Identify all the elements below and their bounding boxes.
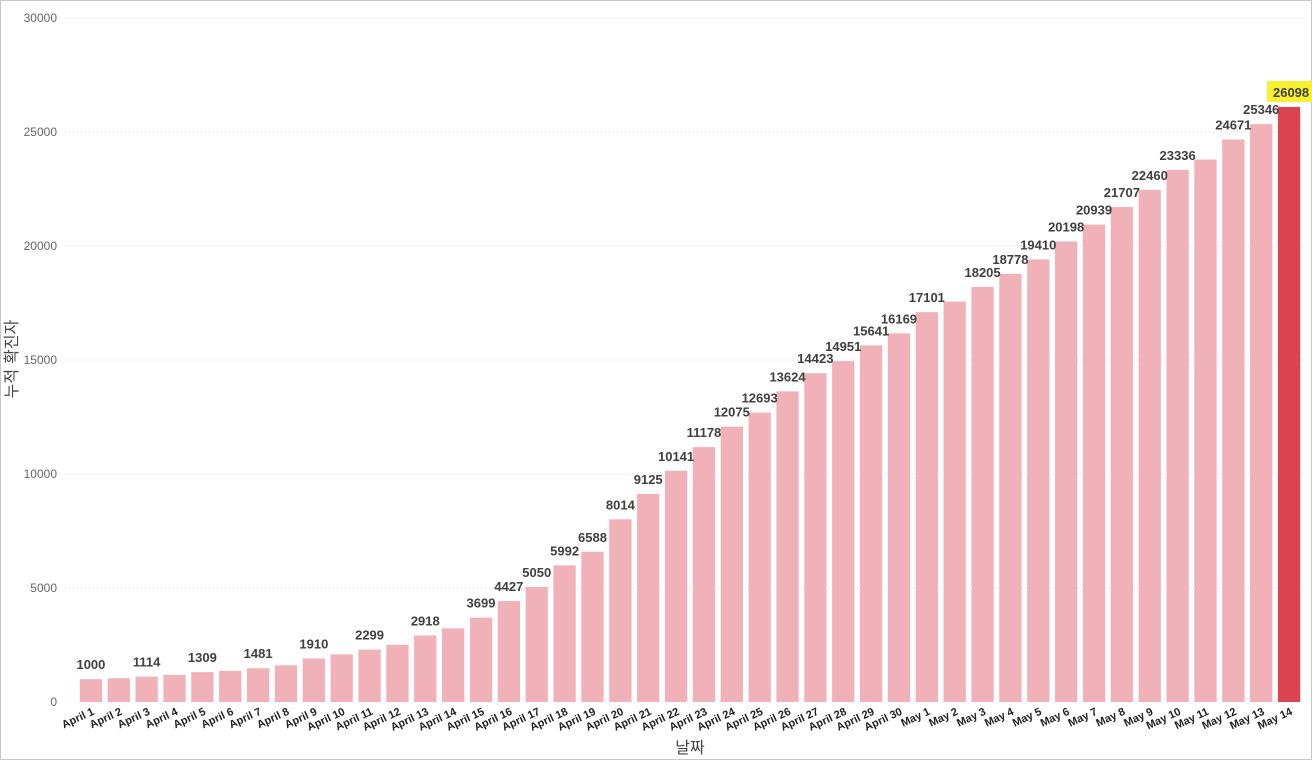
bar	[191, 672, 214, 702]
bar	[414, 635, 437, 702]
bar	[135, 676, 158, 702]
bar	[358, 649, 381, 702]
y-tick-label: 20000	[24, 239, 58, 253]
bar	[525, 586, 548, 702]
data-label: 19410	[1020, 237, 1056, 252]
bar	[302, 658, 325, 702]
highlight-label-background	[1267, 80, 1312, 102]
bar	[219, 670, 242, 702]
bar	[79, 679, 103, 702]
bar	[943, 301, 966, 702]
y-tick-label: 30000	[24, 11, 58, 25]
data-label: 13624	[769, 369, 806, 384]
data-label: 8014	[606, 497, 636, 512]
data-label: 20198	[1048, 219, 1084, 234]
highlight-data-label: 26098	[1273, 85, 1309, 100]
data-label: 12075	[714, 405, 750, 420]
y-tick-label: 5000	[30, 581, 57, 595]
bar	[1082, 224, 1106, 702]
bar	[971, 286, 994, 702]
y-axis-ticks: 0 5000 10000 15000 20000 25000 30000	[24, 11, 58, 709]
bar	[804, 373, 827, 702]
bar	[776, 391, 799, 702]
data-label: 9125	[634, 472, 663, 487]
data-label: 14423	[797, 351, 833, 366]
bar	[386, 644, 409, 702]
data-label: 1309	[188, 650, 217, 665]
data-label: 15641	[853, 323, 889, 338]
data-label: 22460	[1132, 168, 1168, 183]
bar	[637, 493, 660, 702]
data-label: 23336	[1160, 148, 1196, 163]
bar	[1055, 241, 1078, 702]
bars	[79, 106, 1301, 703]
bar	[664, 470, 688, 702]
data-label: 1114	[133, 655, 161, 670]
x-axis-title: 날짜	[675, 738, 705, 757]
data-label: 25346	[1243, 102, 1279, 117]
bar	[330, 654, 353, 702]
bar	[581, 551, 604, 702]
bar	[1222, 139, 1245, 702]
bar	[1250, 124, 1273, 702]
bar	[246, 668, 270, 702]
data-label: 24671	[1215, 118, 1251, 133]
bar	[553, 565, 576, 702]
bar	[720, 426, 743, 702]
bar	[692, 447, 716, 702]
bar	[859, 345, 883, 702]
bar	[915, 312, 938, 702]
data-label: 14951	[825, 339, 861, 354]
bar	[887, 333, 911, 702]
data-label: 17101	[909, 290, 945, 305]
bar	[1110, 207, 1134, 703]
bar	[1138, 189, 1161, 703]
data-label: 18778	[992, 252, 1028, 267]
data-label: 11178	[687, 425, 722, 440]
data-label: 5992	[550, 543, 579, 558]
data-labels: 1000 1114 1309 1481 1910 2299 2918 3699 44275050…	[76, 80, 1312, 672]
bar	[1194, 159, 1217, 702]
bar	[497, 601, 521, 702]
y-tick-label: 10000	[24, 467, 58, 481]
data-label: 16169	[881, 311, 917, 326]
y-tick-label: 25000	[24, 125, 58, 139]
data-label: 4427	[494, 579, 523, 594]
bar	[163, 674, 186, 702]
y-tick-label: 15000	[24, 353, 58, 367]
data-label: 1000	[76, 657, 105, 672]
data-label: 1910	[299, 636, 328, 651]
highlight-bar	[1277, 106, 1301, 703]
data-label: 20939	[1076, 203, 1112, 218]
y-tick-label: 0	[50, 695, 57, 709]
data-label: 10141	[658, 449, 694, 464]
bar	[832, 361, 855, 702]
data-label: 12693	[742, 391, 778, 406]
bar	[442, 628, 465, 702]
data-label: 2299	[355, 628, 384, 643]
bar	[469, 617, 493, 702]
bar	[274, 665, 298, 702]
data-label: 2918	[411, 613, 440, 628]
data-label: 21707	[1104, 185, 1140, 200]
data-label: 18205	[964, 265, 1000, 280]
data-label: 1481	[244, 646, 273, 661]
y-axis-title: 누적 확진자	[2, 319, 21, 398]
data-label: 5050	[522, 565, 551, 580]
bar	[999, 273, 1022, 702]
data-label: 3699	[467, 596, 496, 611]
bar	[1166, 169, 1189, 702]
bar	[107, 678, 130, 702]
data-label: 6588	[578, 530, 607, 545]
bar	[609, 519, 632, 702]
bar	[748, 412, 771, 702]
bar	[1027, 259, 1050, 702]
